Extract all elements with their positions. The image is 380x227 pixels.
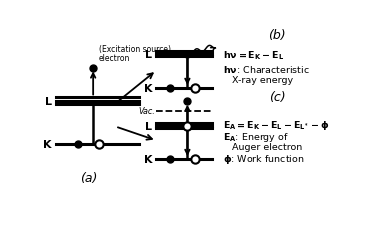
Text: (a): (a) <box>80 172 97 185</box>
Text: $\mathbf{\phi}$: Work function: $\mathbf{\phi}$: Work function <box>223 153 304 166</box>
Text: K: K <box>144 154 152 164</box>
Text: (Excitation source): (Excitation source) <box>99 45 171 54</box>
Text: (b): (b) <box>268 29 286 42</box>
Text: electron: electron <box>99 53 130 62</box>
Text: $\mathbf{h\nu}$$\mathbf{=E_K-E_L}$: $\mathbf{h\nu}$$\mathbf{=E_K-E_L}$ <box>223 49 284 62</box>
Text: (c): (c) <box>269 91 285 104</box>
Text: K: K <box>43 139 52 149</box>
Text: Vac.: Vac. <box>138 107 155 116</box>
Text: X-ray energy: X-ray energy <box>231 76 293 85</box>
Text: $\mathbf{E_A}$: Energy of: $\mathbf{E_A}$: Energy of <box>223 131 289 144</box>
Text: $\mathbf{h\nu}$: Characteristic: $\mathbf{h\nu}$: Characteristic <box>223 64 310 75</box>
Text: L: L <box>145 49 152 59</box>
Text: $\mathbf{E_A}$$\mathbf{=E_K-E_L-E_{L^*}-\phi}$: $\mathbf{E_A}$$\mathbf{=E_K-E_L-E_{L^*}-… <box>223 119 329 132</box>
Text: L: L <box>145 121 152 131</box>
Text: Auger electron: Auger electron <box>231 143 302 151</box>
Text: L: L <box>45 96 52 106</box>
Text: K: K <box>144 84 152 93</box>
